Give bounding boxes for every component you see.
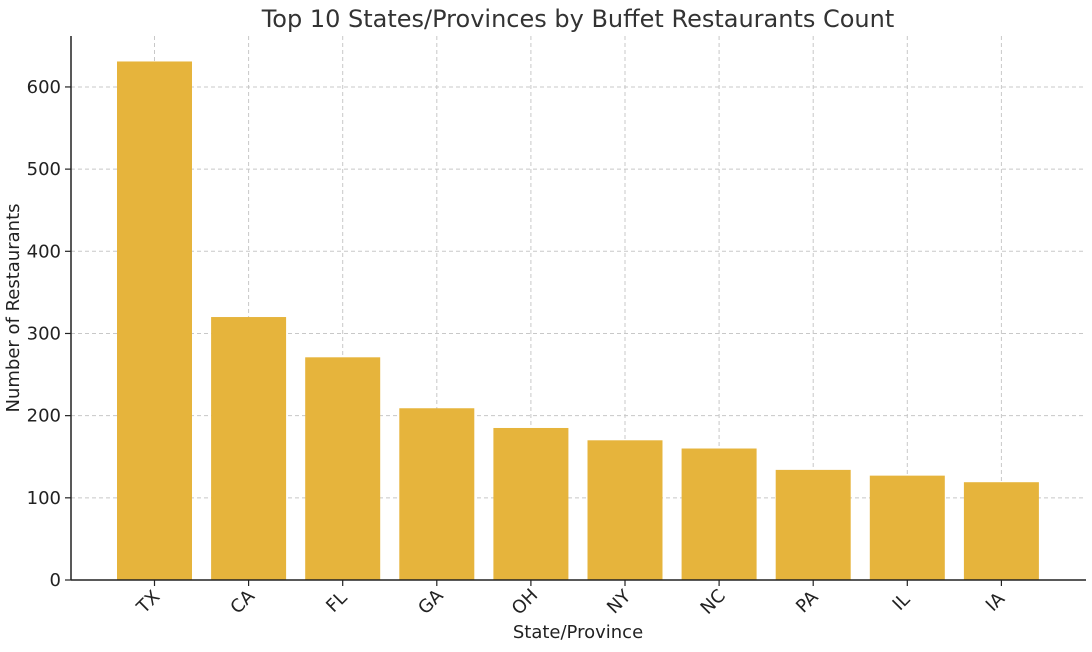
bar-ca	[211, 317, 287, 580]
chart-title: Top 10 States/Provinces by Buffet Restau…	[261, 5, 895, 33]
axes-layer	[70, 36, 1086, 581]
y-tick-label: 200	[27, 406, 61, 427]
y-ticks: 0 100 200 300 400 500 600	[27, 77, 71, 591]
y-tick-label: 500	[27, 159, 61, 180]
y-tick-label: 600	[27, 77, 61, 98]
x-ticks: TX CA FL GA OH NY NC PA IL IA	[132, 580, 1010, 619]
bar-ia	[963, 482, 1039, 580]
bar-pa	[775, 469, 851, 580]
bar-tx	[117, 61, 192, 581]
x-tick-label: PA	[792, 586, 823, 617]
bars-layer	[117, 61, 1039, 581]
y-tick-label: 100	[27, 488, 61, 509]
x-tick-label: TX	[132, 586, 164, 618]
y-tick-label: 0	[50, 570, 61, 591]
x-tick-label: NC	[697, 585, 730, 618]
bar-oh	[493, 427, 569, 580]
bar-ny	[587, 440, 663, 580]
x-tick-label: NY	[603, 585, 636, 618]
x-axis-label: State/Province	[513, 622, 643, 643]
y-tick-label: 300	[27, 323, 61, 344]
y-tick-label: 400	[27, 241, 61, 262]
x-tick-label: CA	[226, 585, 259, 618]
bar-nc	[681, 448, 757, 580]
bar-ga	[399, 408, 475, 580]
x-tick-label: IL	[889, 589, 915, 615]
x-tick-label: OH	[508, 585, 542, 619]
x-tick-label: FL	[322, 587, 351, 616]
y-axis-label: Number of Restaurants	[3, 203, 24, 412]
x-tick-label: GA	[414, 585, 448, 619]
x-tick-label: IA	[982, 588, 1010, 616]
bar-fl	[305, 357, 381, 580]
bar-il	[869, 475, 945, 580]
